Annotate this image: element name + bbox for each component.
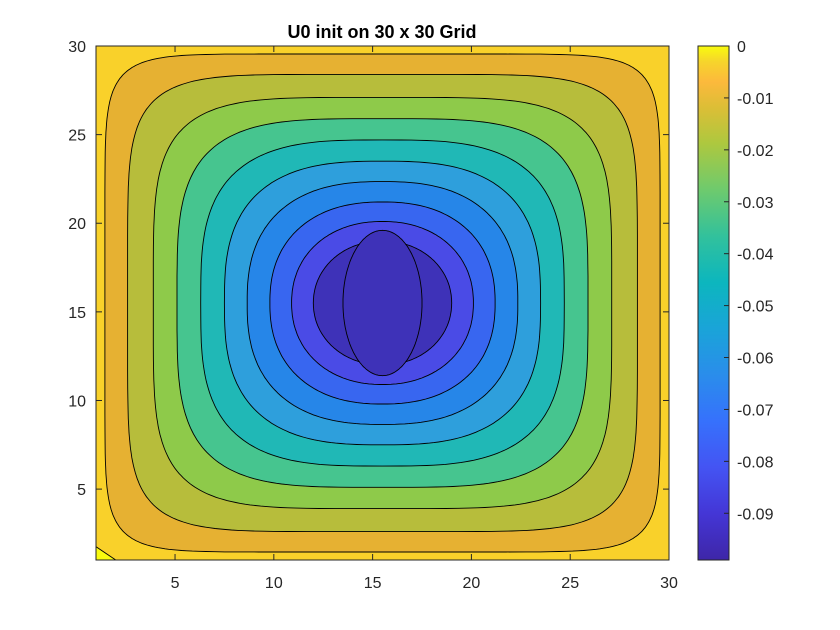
y-tick-label: 20 bbox=[68, 216, 86, 233]
colorbar-tick-label: -0.09 bbox=[737, 506, 774, 523]
y-tick-label: 5 bbox=[77, 482, 86, 499]
chart-title: U0 init on 30 x 30 Grid bbox=[287, 22, 476, 42]
x-tick-label: 20 bbox=[463, 575, 481, 592]
plot-frame bbox=[95, 45, 670, 561]
colorbar-tick-label: -0.05 bbox=[737, 299, 774, 316]
x-tick-label: 25 bbox=[561, 575, 579, 592]
y-tick-label: 10 bbox=[68, 393, 86, 410]
x-axis: 5 10 15 20 25 30 bbox=[171, 46, 678, 592]
y-tick-label: 15 bbox=[68, 305, 86, 322]
x-tick-label: 15 bbox=[364, 575, 382, 592]
colorbar-tick-label: -0.08 bbox=[737, 454, 774, 471]
colorbar-tick-label: -0.02 bbox=[737, 143, 774, 160]
x-tick-label: 30 bbox=[660, 575, 678, 592]
y-tick-label: 25 bbox=[68, 128, 86, 145]
plot-area bbox=[96, 46, 669, 560]
colorbar-tick-label: -0.04 bbox=[737, 247, 774, 264]
colorbar-tick-label: -0.06 bbox=[737, 351, 774, 368]
colorbar-tick-label: -0.03 bbox=[737, 195, 774, 212]
colorbar-tick-label: -0.07 bbox=[737, 402, 774, 419]
y-axis: 5 10 15 20 25 30 bbox=[68, 39, 669, 499]
x-tick-label: 5 bbox=[171, 575, 180, 592]
contour-band-11 bbox=[342, 229, 423, 377]
colorbar-tick-label: 0 bbox=[737, 39, 746, 56]
colorbar-axis: 0 -0.01 -0.02 -0.03 -0.04 -0.05 -0.06 -0.07 -0.0… bbox=[724, 39, 774, 523]
colorbar bbox=[697, 45, 730, 561]
contour-corner-patch bbox=[96, 546, 117, 560]
y-tick-label: 30 bbox=[68, 39, 86, 56]
colorbar-tick-label: -0.01 bbox=[737, 91, 774, 108]
x-tick-label: 10 bbox=[265, 575, 283, 592]
